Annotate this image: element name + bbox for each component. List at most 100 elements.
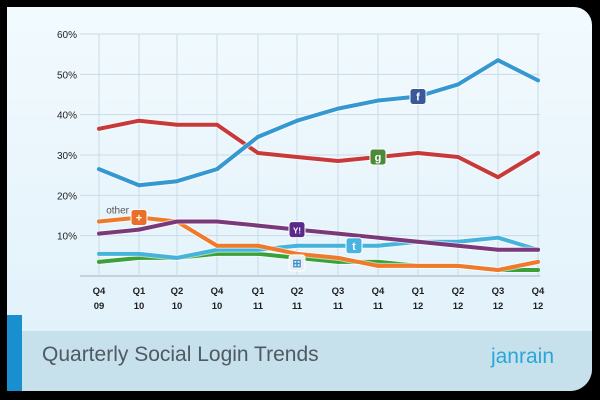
series-yahoo-point (536, 247, 540, 252)
x-tick-label: Q2 (291, 286, 304, 297)
series-other-point (336, 255, 340, 260)
series-facebook-point (97, 167, 101, 172)
series-yahoo-point (175, 219, 179, 224)
x-tick-label: 12 (413, 301, 424, 312)
twitter-icon-glyph: t (352, 241, 356, 253)
y-tick-label: 60% (57, 30, 77, 41)
series-yahoo-point (416, 239, 420, 244)
x-tick-label: 10 (212, 301, 223, 312)
x-tick-label: 12 (453, 301, 464, 312)
series-google-point (256, 150, 260, 155)
series-facebook-point (295, 118, 299, 123)
series-yahoo-line (98, 219, 538, 252)
series-facebook-point (336, 106, 340, 111)
y-tick-label: 20% (57, 191, 77, 202)
series-google-halo (98, 117, 540, 181)
series-twitter-point (137, 251, 141, 256)
series-google-point (336, 159, 340, 164)
chart-card: Quarterly Social Login Trends janrain (7, 7, 592, 391)
x-tick-label: Q2 (171, 286, 184, 297)
series-twitter-point (215, 247, 219, 252)
x-tick-label: 11 (253, 301, 264, 312)
google-icon (369, 148, 387, 166)
x-tick-label: 10 (172, 301, 183, 312)
x-tick-label: 12 (493, 301, 504, 312)
series-facebook-point (215, 167, 219, 172)
plus-icon-glyph: + (136, 213, 142, 225)
series-other-point (456, 263, 460, 268)
x-tick-label: Q1 (412, 286, 425, 297)
series-facebook-point (496, 58, 500, 63)
x-tick-label: Q3 (492, 286, 505, 297)
series-facebook-line (98, 58, 539, 188)
series-yahoo-point (376, 235, 380, 240)
series-twitter-point (175, 255, 179, 260)
series-yahoo-point (256, 223, 260, 228)
series-yahoo-point (215, 219, 219, 224)
series-other-point (97, 219, 101, 224)
series-windows-point (536, 267, 540, 272)
x-tick-label: 11 (333, 301, 344, 312)
series-google-point (215, 122, 219, 127)
series-twitter-point (496, 235, 500, 240)
series-google-point (295, 155, 299, 160)
x-tick-label: Q2 (452, 286, 465, 297)
x-tick-label: Q4 (211, 286, 224, 297)
x-tick-label: 12 (533, 301, 544, 312)
yahoo-icon (288, 221, 306, 239)
series-google-point (416, 150, 420, 155)
series-facebook-point (376, 98, 380, 103)
footer-accent (7, 315, 22, 391)
x-tick-label: Q4 (532, 286, 545, 297)
series-facebook-point (256, 134, 260, 139)
series-other-point (256, 243, 260, 248)
series-windows-point (97, 259, 101, 264)
series-other-point (536, 259, 540, 264)
facebook-icon-glyph: f (416, 92, 420, 104)
janrain-logo: janrain (490, 345, 554, 368)
series-yahoo-point (137, 227, 141, 232)
x-tick-label: 09 (94, 301, 105, 312)
twitter-icon (345, 237, 363, 255)
series-yahoo-point (336, 231, 340, 236)
x-tick-label: Q3 (332, 286, 345, 297)
yahoo-icon-glyph: Y! (293, 227, 301, 236)
x-tick-label: Q1 (133, 286, 146, 297)
x-tick-label: Q1 (252, 286, 265, 297)
google-icon-glyph: g (375, 152, 382, 164)
chart-title: Quarterly Social Login Trends (42, 343, 319, 366)
series-other-point (416, 263, 420, 268)
series-twitter-point (336, 243, 340, 248)
y-tick-label: 30% (57, 151, 77, 162)
x-tick-label: Q4 (372, 286, 385, 297)
series-twitter-point (376, 243, 380, 248)
series-google-point (137, 118, 141, 123)
footer-band (7, 331, 592, 391)
series-google-point (175, 122, 179, 127)
series-facebook-point (175, 179, 179, 184)
windows-icon (288, 254, 306, 272)
y-tick-label: 50% (57, 70, 77, 81)
series-yahoo-point (97, 231, 101, 236)
series-other-point (215, 243, 219, 248)
series-google-line (98, 118, 540, 180)
series-twitter-line (99, 235, 539, 260)
series-google-point (536, 150, 540, 155)
series-facebook-point (456, 82, 460, 87)
series-google-point (496, 175, 500, 180)
series-other-point (496, 267, 500, 272)
series-yahoo-point (456, 243, 460, 248)
series-yahoo-point (496, 247, 500, 252)
x-tick-label: 11 (292, 301, 303, 312)
series-twitter-point (97, 251, 101, 256)
series-facebook-point (137, 183, 141, 188)
series-google-point (456, 155, 460, 160)
x-tick-label: Q4 (93, 286, 106, 297)
x-tick-label: 11 (373, 301, 384, 312)
windows-icon-glyph: ⊞ (292, 258, 301, 270)
y-tick-label: 40% (57, 111, 77, 122)
series-google-point (97, 126, 101, 131)
series-label: other (106, 206, 129, 217)
series-facebook-point (536, 78, 540, 83)
